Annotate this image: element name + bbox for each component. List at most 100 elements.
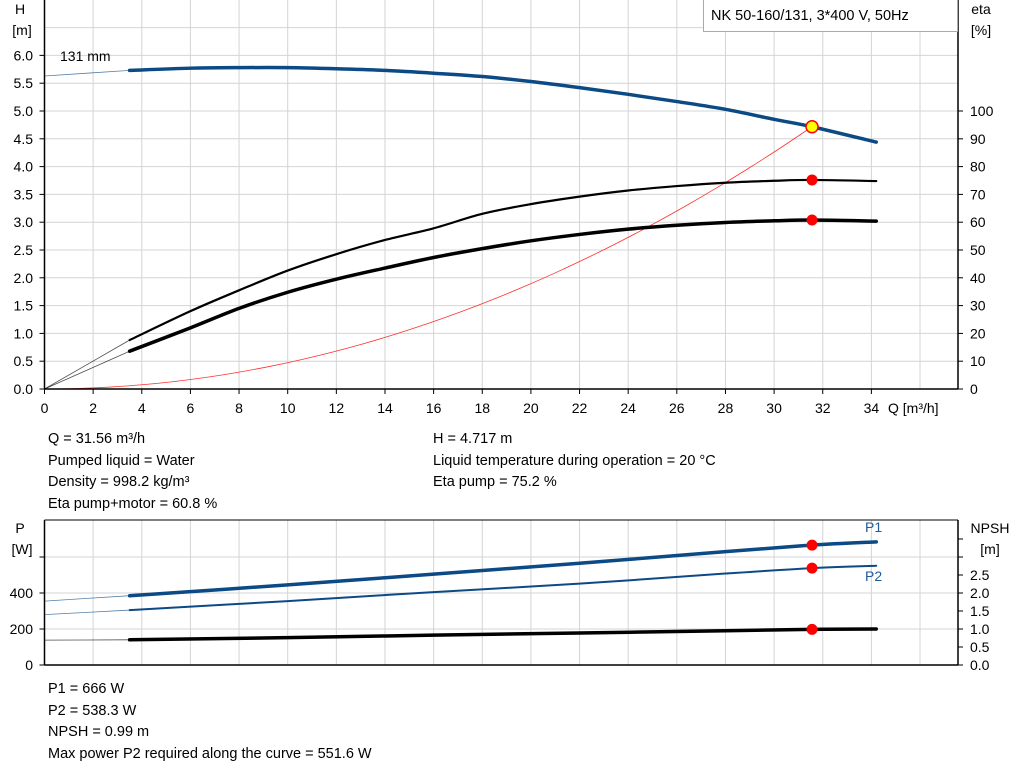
y-tick-label: 1.5 <box>14 298 34 314</box>
eta-tick-label: 100 <box>970 103 994 119</box>
eta-tick-label: 50 <box>970 242 986 258</box>
npsh-tick-label: 0.5 <box>970 639 990 655</box>
info-npsh: NPSH = 0.99 m <box>48 724 150 740</box>
info-top-right: H = 4.717 m Liquid temperature during op… <box>433 429 716 494</box>
info-density: Density = 998.2 kg/m³ <box>48 474 190 490</box>
x-tick-label: 8 <box>235 400 243 416</box>
eta-pump-motor-curve-extension <box>44 350 130 390</box>
head-curve <box>127 65 878 144</box>
info-liquid: Pumped liquid = Water <box>48 452 195 469</box>
chart-title: NK 50-160/131, 3*400 V, 50Hz <box>711 8 909 24</box>
p-axis-label: P <box>15 520 24 536</box>
eta-pump-motor-curve <box>127 218 878 353</box>
x-tick-label: 0 <box>41 400 49 416</box>
info-flow: Q = 31.56 m³/h <box>48 431 146 447</box>
p-axis-unit: [W] <box>12 541 33 557</box>
p1-series-label: P1 <box>865 519 882 535</box>
p1-curve-extension <box>44 595 130 602</box>
info-eta-pump: Eta pump = 75.2 % <box>433 474 557 490</box>
p-tick-label: 200 <box>10 621 34 637</box>
x-tick-label: 26 <box>669 400 685 416</box>
info-head: H = 4.717 m <box>433 431 513 447</box>
y-tick-label: 1.0 <box>14 325 34 341</box>
top-grid <box>44 0 958 389</box>
p2-curve <box>128 564 878 612</box>
npsh-axis-unit: [m] <box>980 541 999 557</box>
npsh-tick-label: 1.5 <box>970 603 990 619</box>
x-tick-label: 14 <box>377 400 393 416</box>
info-max-p2: Max power P2 required along the curve = … <box>48 745 372 762</box>
duty-point-p1 <box>806 539 818 551</box>
bottom-curves <box>44 539 878 642</box>
impeller-annotation: 131 mm <box>60 48 111 64</box>
x-tick-label: 22 <box>572 400 588 416</box>
y-tick-label: 2.5 <box>14 242 34 258</box>
eta-tick-label: 40 <box>970 270 986 286</box>
p1-curve <box>127 540 878 598</box>
info-bottom: P1 = 666 W P2 = 538.3 W NPSH = 0.99 m Ma… <box>48 679 372 765</box>
eta-tick-label: 90 <box>970 131 986 147</box>
p-tick-label: 400 <box>10 585 34 601</box>
y-tick-label: 5.5 <box>14 75 34 91</box>
eta-tick-label: 30 <box>970 298 986 314</box>
top-curves <box>44 65 878 390</box>
duty-point-eta-pump-motor <box>806 214 818 226</box>
x-tick-label: 16 <box>426 400 442 416</box>
x-tick-label: 2 <box>89 400 97 416</box>
x-tick-label: 12 <box>329 400 345 416</box>
y-axis-unit-h: [m] <box>12 22 31 38</box>
duty-point-head <box>805 119 819 134</box>
x-tick-label: 20 <box>523 400 539 416</box>
axes <box>39 0 963 666</box>
x-axis-label: Q [m³/h] <box>888 400 939 416</box>
info-p1: P1 = 666 W <box>48 681 125 697</box>
info-temperature: Liquid temperature during operation = 20… <box>433 452 716 469</box>
eta-pump-curve <box>128 178 878 342</box>
eta-axis-unit: [%] <box>971 22 991 38</box>
x-tick-label: 24 <box>620 400 636 416</box>
info-top-left: Q = 31.56 m³/h Pumped liquid = Water Den… <box>48 429 217 515</box>
duty-point-npsh <box>806 623 818 635</box>
x-tick-label: 4 <box>138 400 146 416</box>
y-tick-label: 3.0 <box>14 214 34 230</box>
x-tick-label: 30 <box>766 400 782 416</box>
x-tick-label: 34 <box>864 400 880 416</box>
eta-tick-label: 20 <box>970 325 986 341</box>
y-axis-label-h: H <box>15 1 25 17</box>
eta-tick-label: 80 <box>970 159 986 175</box>
eta-axis-label: eta <box>971 1 991 17</box>
npsh-tick-label: 2.5 <box>970 567 990 583</box>
chart-title-box: NK 50-160/131, 3*400 V, 50Hz <box>703 0 958 32</box>
p2-curve-extension <box>44 609 130 615</box>
y-tick-label: 4.5 <box>14 131 34 147</box>
npsh-axis-label: NPSH <box>971 520 1010 536</box>
npsh-curve <box>127 627 878 642</box>
y-tick-label: 5.0 <box>14 103 34 119</box>
x-tick-label: 28 <box>718 400 734 416</box>
eta-pump-curve-extension <box>44 339 130 390</box>
axis-labels: 0 2 4 6 8 10 12 14 16 18 20 22 24 26 28 30 32 34 Q [m³/h]0… <box>10 1 1010 673</box>
bottom-grid <box>44 520 958 665</box>
p-tick-label: 0 <box>25 657 33 673</box>
info-eta-pump-motor: Eta pump+motor = 60.8 % <box>48 495 218 512</box>
head-curve-extension <box>44 70 130 77</box>
eta-tick-label: 60 <box>970 214 986 230</box>
p2-series-label: P2 <box>865 568 882 584</box>
x-tick-label: 32 <box>815 400 831 416</box>
y-tick-label: 4.0 <box>14 159 34 175</box>
duty-point-eta-pump <box>806 174 818 186</box>
x-tick-label: 18 <box>474 400 490 416</box>
info-p2: P2 = 538.3 W <box>48 702 137 719</box>
eta-tick-label: 70 <box>970 186 986 202</box>
y-tick-label: 2.0 <box>14 270 34 286</box>
eta-tick-label: 10 <box>970 353 986 369</box>
y-tick-label: 0.0 <box>14 381 34 397</box>
duty-point-p2 <box>806 562 818 574</box>
y-tick-label: 3.5 <box>14 186 34 202</box>
x-tick-label: 10 <box>280 400 296 416</box>
npsh-tick-label: 2.0 <box>970 585 990 601</box>
y-tick-label: 0.5 <box>14 353 34 369</box>
npsh-tick-label: 0.0 <box>970 657 990 673</box>
y-tick-label: 6.0 <box>14 47 34 63</box>
